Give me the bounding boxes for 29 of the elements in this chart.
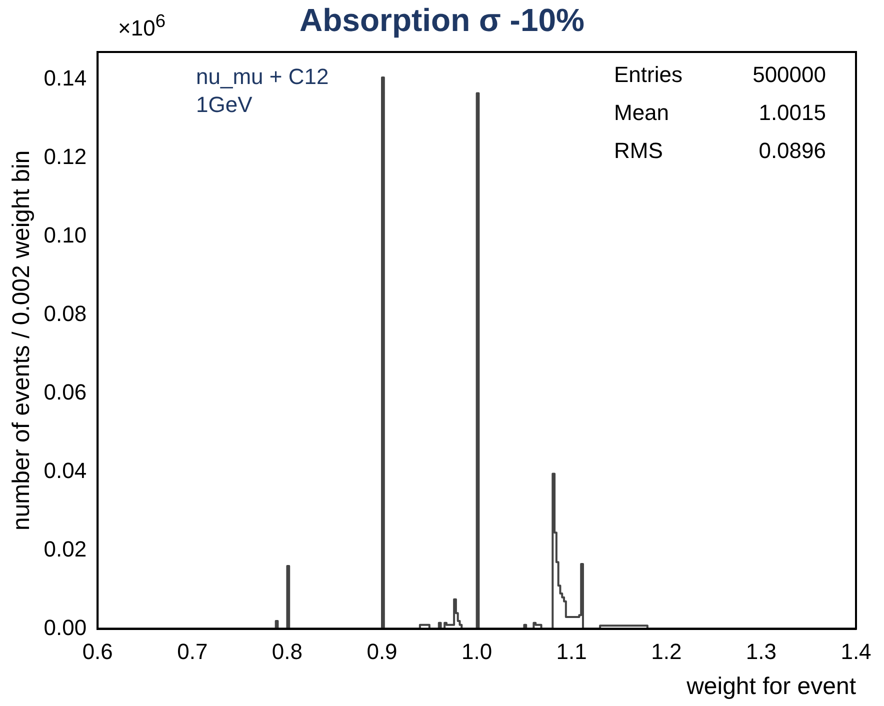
annotation: Entries [614,62,682,88]
annotation: RMS [614,138,663,164]
y-tick-label: 0.08 [44,300,87,326]
x-tick-label: 1.2 [651,639,682,664]
y-tick-label: 0.10 [44,222,87,248]
x-tick-label: 0.8 [272,639,303,664]
x-tick-label: 1.4 [840,639,872,664]
annotation: nu_mu + C12 [196,64,329,90]
y-tick-label: 0.02 [44,536,87,562]
y-tick-label: 0.14 [44,66,87,91]
y-tick-label: 0.06 [44,379,87,404]
annotation: 500000 [752,62,826,88]
chart-title: Absorption σ -10% [299,2,584,38]
y-axis-title: number of events / 0.002 weight bin [8,150,36,531]
text: ×10$^{6}$ [118,10,166,42]
y-tick-label: 0.04 [44,458,87,483]
x-tick-label: 1.0 [462,639,492,664]
y-tick-label: 0.00 [44,614,87,640]
annotation: 1GeV [196,92,252,118]
x-axis-title: weight for event [686,673,856,700]
annotation: 0.0896 [758,138,826,164]
annotation: 1.0015 [758,100,826,126]
y-tick-label: 0.12 [44,144,87,170]
x-tick-label: 1.3 [746,639,776,664]
annotation: Mean [614,100,670,126]
x-tick-label: 0.9 [366,639,398,664]
x-tick-label: 0.7 [177,639,208,664]
x-tick-label: 0.6 [82,639,113,664]
x-tick-label: 1.1 [556,639,587,664]
